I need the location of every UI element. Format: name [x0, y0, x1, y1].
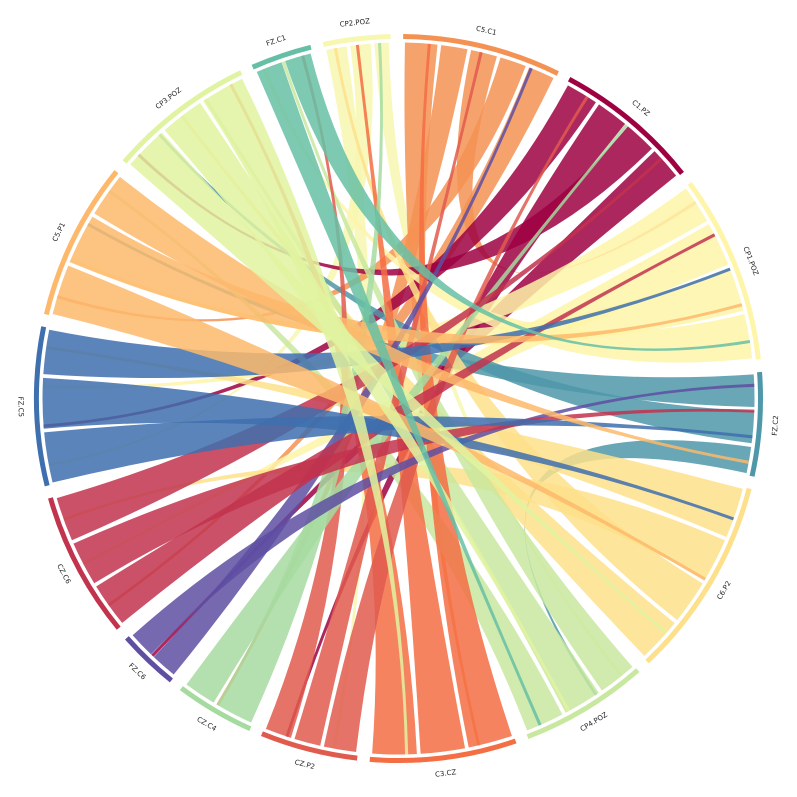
node-label: C6.P2 — [716, 580, 733, 602]
node-label: C1.PZ — [630, 99, 651, 118]
chord-ribbon — [256, 62, 542, 726]
chord-ribbon — [158, 133, 755, 444]
node-label: C5.P1 — [51, 221, 67, 243]
node-label: CZ.P2 — [294, 758, 316, 771]
chord-ribbon — [44, 416, 753, 483]
node-label: FZ.C1 — [265, 34, 287, 48]
chord-ribbon — [186, 124, 628, 703]
chord-ribbon — [355, 44, 466, 754]
node-label: C3.CZ — [435, 768, 457, 779]
chord-ribbon — [323, 95, 589, 752]
chord-ribbon — [262, 68, 753, 363]
node-arc — [125, 636, 173, 683]
node-arc — [645, 487, 752, 664]
node-arc — [369, 738, 517, 763]
chord-ribbon — [524, 440, 752, 696]
chord-ribbon — [265, 55, 349, 738]
node-arc — [567, 77, 684, 175]
node-label: CP3.POZ — [154, 86, 183, 111]
chord-ribbon — [180, 115, 675, 656]
node-arc — [179, 686, 252, 732]
node-arc — [260, 731, 358, 761]
node-label: FZ.C6 — [127, 662, 148, 682]
node-arc — [48, 497, 121, 630]
chord-ribbon — [229, 83, 417, 755]
chord-ribbon — [96, 233, 716, 623]
chord-ribbon — [137, 126, 652, 276]
node-arc — [403, 34, 559, 76]
node-label: C5.C1 — [475, 25, 497, 38]
chord-ribbon — [164, 102, 571, 712]
node-arc — [322, 34, 391, 47]
chord-ribbon — [333, 47, 703, 621]
node-arc — [526, 668, 640, 740]
chord-ribbon — [69, 216, 743, 344]
chord-ribbon — [70, 258, 744, 345]
chord-ribbon — [42, 377, 735, 521]
node-label: CP4.POZ — [579, 711, 609, 734]
node-label: CP2.POZ — [339, 17, 370, 28]
node-label: FZ.C2 — [771, 415, 780, 436]
node-arc — [43, 170, 119, 316]
node-label: CP1.POZ — [741, 245, 760, 276]
node-label: CZ.C4 — [195, 715, 218, 733]
chord-ribbon — [281, 61, 633, 691]
node-arc — [749, 371, 763, 477]
node-arc — [122, 70, 243, 164]
node-arc — [34, 326, 50, 487]
node-arc — [687, 181, 761, 360]
chord-ribbon — [216, 45, 468, 706]
chord-ribbon — [52, 265, 706, 581]
chord-ribbon — [419, 43, 512, 748]
ribbons — [42, 42, 755, 755]
chord-ribbon — [56, 157, 663, 541]
chord-ribbon — [294, 51, 483, 746]
node-label: CZ.C6 — [55, 563, 72, 586]
node-label: FZ.C5 — [16, 397, 24, 418]
chord-ribbon — [108, 189, 563, 731]
node-arc — [251, 44, 312, 70]
